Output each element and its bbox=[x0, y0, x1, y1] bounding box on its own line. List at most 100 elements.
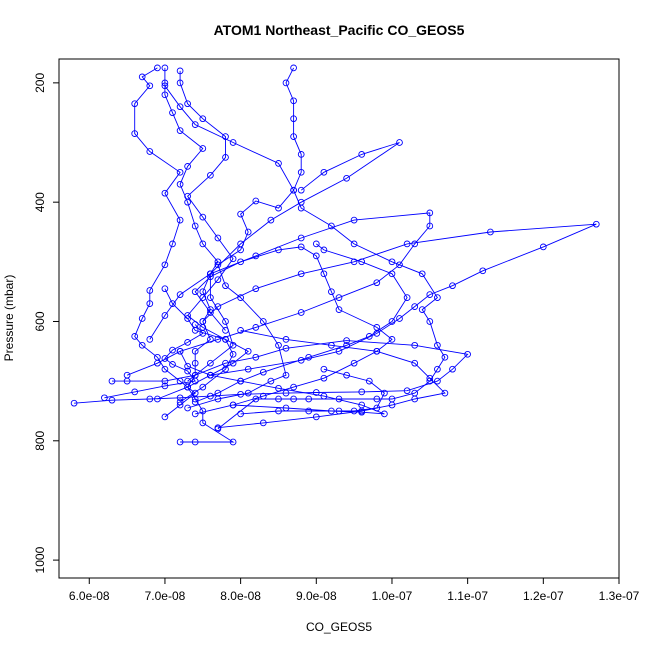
data-point bbox=[297, 186, 305, 194]
data-point bbox=[373, 347, 381, 355]
data-point bbox=[441, 353, 449, 361]
series-16 bbox=[101, 321, 207, 402]
data-point bbox=[411, 240, 419, 248]
data-point bbox=[176, 438, 184, 446]
data-point bbox=[184, 315, 191, 322]
data-point bbox=[214, 336, 222, 343]
data-point bbox=[343, 174, 350, 182]
data-point bbox=[290, 395, 297, 403]
data-point bbox=[252, 197, 260, 205]
series-line bbox=[217, 329, 446, 429]
data-point bbox=[297, 168, 305, 176]
series-line bbox=[202, 223, 597, 376]
x-tick-label: 6.0e-08 bbox=[69, 589, 110, 603]
data-point bbox=[123, 371, 131, 379]
y-tick-label: 800 bbox=[33, 430, 47, 450]
data-point bbox=[199, 213, 207, 221]
series-layer bbox=[70, 64, 600, 446]
data-point bbox=[176, 377, 184, 385]
data-point bbox=[358, 258, 366, 266]
data-point bbox=[350, 258, 358, 266]
data-point bbox=[229, 255, 237, 263]
series-line bbox=[164, 85, 295, 409]
series-10 bbox=[214, 327, 449, 432]
data-point bbox=[199, 383, 207, 391]
data-point bbox=[199, 419, 207, 427]
data-point bbox=[222, 318, 229, 325]
data-point bbox=[244, 389, 252, 397]
data-point bbox=[267, 216, 275, 224]
data-point bbox=[282, 336, 290, 343]
data-point bbox=[138, 341, 146, 349]
data-point bbox=[373, 279, 381, 287]
data-point bbox=[449, 365, 456, 373]
data-point bbox=[381, 410, 388, 418]
data-point bbox=[373, 404, 381, 412]
data-point bbox=[191, 410, 199, 418]
series-line bbox=[74, 340, 469, 404]
data-point bbox=[290, 64, 297, 72]
series-line bbox=[179, 351, 385, 415]
data-point bbox=[176, 216, 184, 224]
data-point bbox=[350, 359, 358, 367]
data-point bbox=[282, 344, 290, 352]
data-point bbox=[184, 192, 191, 200]
series-3 bbox=[70, 337, 471, 407]
data-point bbox=[184, 100, 191, 108]
data-point bbox=[176, 401, 184, 409]
y-axis: 200 400 600 800 1000 bbox=[33, 73, 60, 573]
data-point bbox=[434, 365, 441, 373]
data-point bbox=[312, 240, 320, 248]
data-point bbox=[244, 365, 252, 373]
data-point bbox=[191, 121, 199, 128]
data-point bbox=[176, 127, 184, 134]
data-point bbox=[214, 234, 222, 242]
data-point bbox=[275, 384, 282, 392]
data-point bbox=[222, 336, 229, 343]
data-point bbox=[191, 288, 199, 296]
data-point bbox=[275, 204, 282, 212]
data-point bbox=[449, 282, 456, 290]
y-tick-label: 1000 bbox=[33, 546, 47, 573]
data-point bbox=[191, 438, 199, 446]
data-point bbox=[237, 327, 244, 334]
data-point bbox=[426, 318, 434, 325]
data-point bbox=[259, 368, 267, 376]
data-point bbox=[169, 240, 176, 248]
data-point bbox=[131, 333, 139, 340]
x-axis-label: CO_GEOS5 bbox=[306, 620, 372, 634]
data-point bbox=[176, 67, 184, 75]
data-point bbox=[418, 306, 426, 313]
data-point bbox=[161, 377, 169, 385]
data-point bbox=[161, 312, 169, 319]
x-tick-label: 7.0e-08 bbox=[145, 589, 186, 603]
data-point bbox=[358, 151, 366, 158]
data-point bbox=[138, 73, 146, 81]
data-point bbox=[184, 404, 191, 412]
data-point bbox=[388, 401, 396, 409]
data-point bbox=[199, 294, 207, 301]
data-point bbox=[275, 395, 282, 403]
data-point bbox=[365, 333, 373, 340]
data-point bbox=[252, 285, 260, 293]
chart-title: ATOM1 Northeast_Pacific CO_GEOS5 bbox=[214, 22, 465, 38]
data-point bbox=[464, 350, 471, 358]
data-point bbox=[290, 133, 297, 140]
data-point bbox=[207, 171, 214, 179]
data-point bbox=[214, 261, 222, 269]
data-point bbox=[146, 300, 154, 307]
x-tick-label: 1.3e-07 bbox=[599, 589, 640, 603]
data-point bbox=[403, 294, 411, 301]
data-point bbox=[154, 359, 161, 367]
series-13 bbox=[191, 240, 411, 406]
data-point bbox=[290, 97, 297, 105]
data-point bbox=[146, 82, 154, 90]
data-point bbox=[169, 300, 176, 307]
data-point bbox=[411, 303, 419, 310]
data-point bbox=[328, 341, 335, 349]
data-point bbox=[328, 288, 335, 296]
data-point bbox=[154, 64, 161, 72]
data-point bbox=[176, 103, 184, 111]
data-point bbox=[191, 347, 199, 355]
data-point bbox=[381, 389, 388, 397]
